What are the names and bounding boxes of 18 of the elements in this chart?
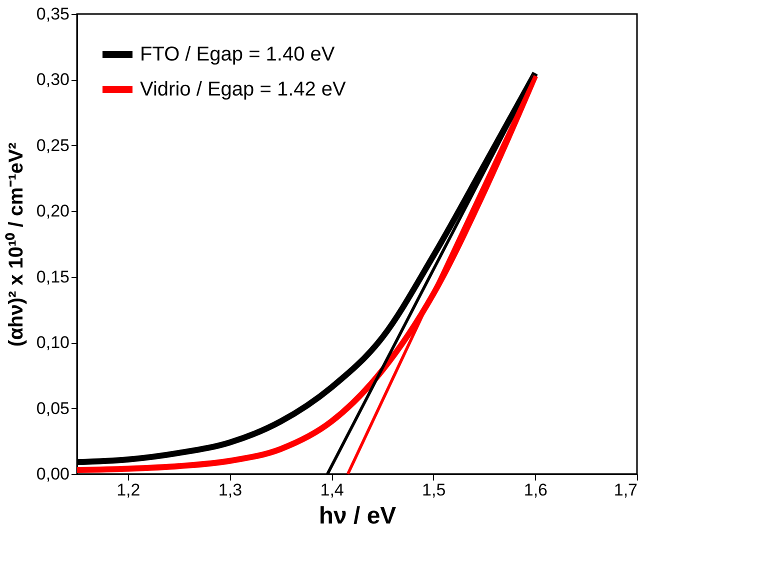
y-tick-label: 0,00: [36, 464, 70, 484]
x-tick-label: 1,4: [320, 480, 344, 500]
y-tick-label: 0,30: [36, 70, 70, 90]
x-tick-label: 1,6: [524, 480, 548, 500]
x-tick-label: 1,3: [218, 480, 242, 500]
x-tick-label: 1,2: [116, 480, 140, 500]
x-axis-title: hν / eV: [318, 502, 396, 530]
y-tick-label: 0,20: [36, 202, 70, 221]
legend-label: FTO / Egap = 1.40 eV: [140, 44, 336, 66]
y-tick-label: 0,35: [36, 4, 70, 24]
y-tick-label: 0,25: [36, 136, 70, 155]
y-tick-label: 0,05: [36, 398, 70, 418]
y-axis-title: (αhν)² x 10¹⁰ / cm⁻¹eV²: [4, 142, 28, 347]
y-tick-label: 0,15: [36, 267, 70, 286]
x-tick-label: 1,7: [614, 480, 638, 500]
legend-label: Vidrio / Egap = 1.42 eV: [140, 78, 347, 100]
y-tick-label: 0,10: [36, 333, 70, 352]
x-tick-label: 1,5: [422, 480, 446, 500]
